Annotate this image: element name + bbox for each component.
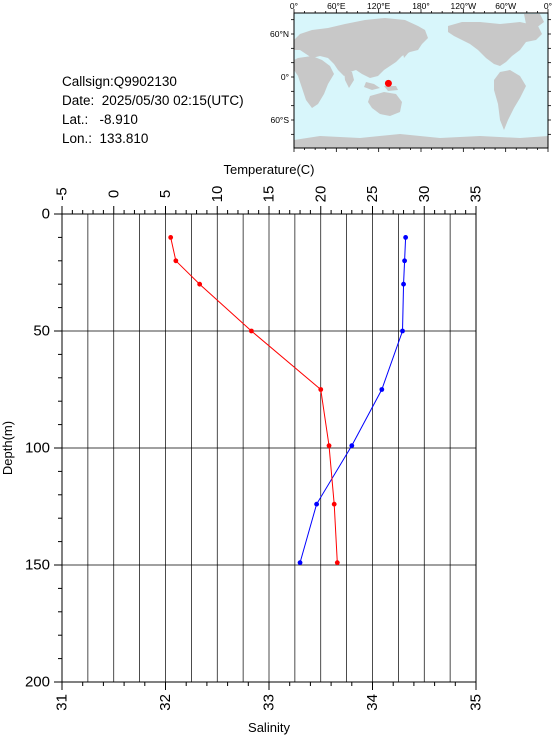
lat-label: Lat.: xyxy=(62,112,89,127)
float-location-marker xyxy=(384,79,392,87)
map-latitude-labels: 60°N 0° 60°S xyxy=(270,29,289,125)
temperature-profile-line xyxy=(299,237,407,563)
temperature-point xyxy=(349,443,355,449)
depth-axis-label: Depth(m) xyxy=(0,421,15,475)
lon-label: Lon.: xyxy=(62,131,93,146)
australia-shape xyxy=(368,92,402,116)
chart-grid xyxy=(62,214,476,682)
map-longitude-label: 0° xyxy=(544,1,552,11)
date-value: 2025/05/30 02:15(UTC) xyxy=(101,93,244,108)
india-shape xyxy=(344,70,354,88)
lon-row: Lon.: 133.810 xyxy=(62,129,244,148)
map-longitude-label: 180° xyxy=(412,1,430,11)
callsign-value: Q9902130 xyxy=(113,74,177,89)
plot-frame xyxy=(61,213,477,683)
temperature-point xyxy=(314,501,320,507)
depth-tick-label: 200 xyxy=(25,674,50,691)
salinity-tick-label: 32 xyxy=(157,694,174,711)
salinity-point xyxy=(334,560,340,566)
eurasia-shape xyxy=(294,18,428,78)
temperature-point xyxy=(403,235,409,240)
depth-tick-label: 50 xyxy=(33,323,50,340)
temperature-tick-label: 25 xyxy=(364,186,381,203)
japan-shape xyxy=(402,44,409,58)
temperature-axis-label: Temperature(C) xyxy=(223,162,314,177)
south-america-shape xyxy=(494,70,526,130)
temperature-point xyxy=(401,281,406,287)
temperature-tick-label: 30 xyxy=(416,186,433,203)
salinity-point xyxy=(249,328,254,334)
temperature-point xyxy=(402,258,407,264)
callsign-label: Callsign: xyxy=(62,74,114,89)
map-longitude-label: 120°W xyxy=(451,1,477,11)
salinity-tick-labels: 31 32 33 34 35 xyxy=(54,694,485,711)
map-ticks xyxy=(291,9,551,152)
north-america-shape xyxy=(448,22,542,66)
data-series xyxy=(168,235,409,566)
map-longitude-label: 0° xyxy=(290,1,298,11)
salinity-point xyxy=(197,281,203,287)
map-latitude-label: 60°N xyxy=(270,29,289,39)
temperature-tick-label: 15 xyxy=(261,186,278,203)
antarctica-shape xyxy=(294,134,548,148)
depth-tick-label: 0 xyxy=(42,206,50,223)
greenland-shape xyxy=(524,14,544,28)
temperature-tick-label: 10 xyxy=(209,186,226,203)
temperature-tick-label: 20 xyxy=(312,186,329,203)
salinity-point xyxy=(331,501,337,507)
temperature-tick-label: 5 xyxy=(157,190,174,198)
map-longitude-label: 120°E xyxy=(367,1,391,11)
temperature-point xyxy=(379,387,385,392)
indonesia-shape xyxy=(364,82,380,90)
salinity-series xyxy=(168,235,340,566)
salinity-tick-label: 31 xyxy=(54,694,71,711)
map-longitude-labels: 0° 60°E 120°E 180° 120°W 60°W 0° xyxy=(290,1,552,11)
salinity-tick-label: 35 xyxy=(468,694,485,711)
temperature-tick-label: 0 xyxy=(105,190,122,198)
salinity-point xyxy=(326,443,332,449)
depth-tick-label: 150 xyxy=(25,557,50,574)
map-longitude-label: 60°W xyxy=(495,1,516,11)
salinity-tick-label: 33 xyxy=(261,694,278,711)
map-landmasses xyxy=(294,14,548,148)
lat-row: Lat.: -8.910 xyxy=(62,110,244,129)
salinity-point xyxy=(318,387,324,392)
depth-tick-label: 100 xyxy=(25,440,50,457)
salinity-point xyxy=(173,258,179,264)
map-latitude-label: 0° xyxy=(281,72,289,82)
callsign-row: Callsign:Q9902130 xyxy=(62,72,244,91)
temperature-point xyxy=(400,328,405,334)
temperature-tick-label: 35 xyxy=(468,186,485,203)
temperature-series xyxy=(297,235,409,566)
map-latitude-label: 60°S xyxy=(270,115,289,125)
salinity-point xyxy=(168,235,174,240)
axis-ticks xyxy=(54,206,477,690)
location-map: 0° 60°E 120°E 180° 120°W 60°W 0° 60°N 0° 60°S xyxy=(270,1,552,152)
date-row: Date: 2025/05/30 02:15(UTC) xyxy=(62,91,244,110)
temperature-tick-labels: -5 0 5 10 15 20 25 30 35 xyxy=(54,186,485,203)
new-guinea-shape xyxy=(384,86,398,91)
temperature-point xyxy=(297,560,303,566)
lon-value: 133.810 xyxy=(99,131,149,146)
africa-shape xyxy=(294,56,334,108)
map-longitude-label: 60°E xyxy=(327,1,346,11)
lat-value: -8.910 xyxy=(99,112,138,127)
depth-tick-labels: 0 50 100 150 200 xyxy=(25,206,50,691)
salinity-tick-label: 34 xyxy=(364,694,381,711)
temperature-tick-label: -5 xyxy=(54,187,71,200)
salinity-axis-label: Salinity xyxy=(248,720,290,735)
date-label: Date: xyxy=(62,93,95,108)
profile-info: Callsign:Q9902130 Date: 2025/05/30 02:15… xyxy=(62,72,244,148)
salinity-profile-line xyxy=(170,237,338,563)
